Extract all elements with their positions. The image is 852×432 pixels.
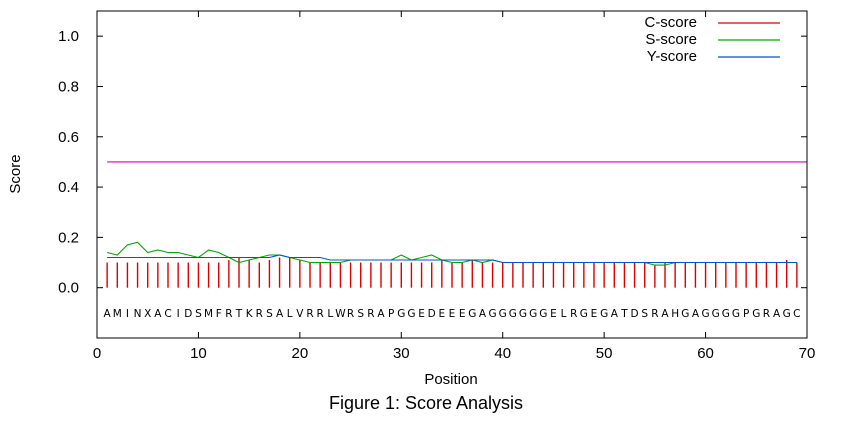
x-axis-label: Position <box>424 371 477 388</box>
sequence-residue: G <box>519 308 527 320</box>
sequence-residue: D <box>428 308 436 320</box>
sequence-residue: S <box>195 308 202 320</box>
y-score-line <box>107 254 797 264</box>
sequence-residue: R <box>570 308 577 320</box>
sequence-residue: P <box>743 308 749 320</box>
figure-caption: Figure 1: Score Analysis <box>328 393 524 413</box>
sequence-residue: E <box>449 308 456 320</box>
sequence-residue: I <box>177 308 180 320</box>
sequence-residue: G <box>509 308 517 320</box>
sequence-residue: G <box>499 308 507 320</box>
sequence-residue: T <box>235 308 243 320</box>
sequence-residue: E <box>418 308 425 320</box>
sequence-residue: G <box>407 308 415 320</box>
y-tick-label: 0.6 <box>58 129 79 146</box>
sequence-residue: E <box>550 308 557 320</box>
y-axis-label: Score <box>7 154 24 193</box>
sequence-residue: C <box>793 308 800 320</box>
sequence-residue: E <box>439 308 446 320</box>
y-tick-label: 1.0 <box>58 28 79 45</box>
sequence-residue: R <box>651 308 658 320</box>
sequence-residue: G <box>702 308 710 320</box>
plot-frame <box>96 10 808 339</box>
sequence-residue: G <box>539 308 547 320</box>
sequence-residue: A <box>377 308 385 320</box>
sequence-residue: R <box>316 308 323 320</box>
legend-label-y-score: Y-score <box>647 48 697 65</box>
sequence-residue: A <box>154 308 162 320</box>
sequence-residue: M <box>204 308 213 320</box>
sequence-residue: G <box>600 308 608 320</box>
sequence-residue: R <box>256 308 263 320</box>
sequence-residue: D <box>184 308 192 320</box>
sequence-residue: A <box>692 308 700 320</box>
sequence-residue: G <box>783 308 791 320</box>
sequence-residue: R <box>306 308 313 320</box>
sequence-residue: H <box>671 308 679 320</box>
sequence-residue: E <box>459 308 466 320</box>
sequence-residue: G <box>722 308 730 320</box>
x-tick-label: 40 <box>494 345 511 362</box>
sequence-residue: G <box>732 308 740 320</box>
sequence-residue: G <box>529 308 537 320</box>
sequence-residue: P <box>388 308 394 320</box>
sequence-residue: R <box>225 308 232 320</box>
sequence-residue: G <box>397 308 405 320</box>
axes: 0 10 20 30 40 50 60 70 0.0 0.2 0.4 0.6 0.8 1.0 <box>58 10 816 362</box>
y-tick-label: 0.4 <box>58 179 79 196</box>
sequence-residue: X <box>144 308 151 320</box>
x-tick-label: 10 <box>190 345 207 362</box>
sequence-residue: D <box>631 308 639 320</box>
x-tick-label: 0 <box>93 345 101 362</box>
y-tick-label: 0.0 <box>58 280 79 297</box>
sequence-residue: R <box>347 308 354 320</box>
sequence-residue: G <box>580 308 588 320</box>
sequence-residue: G <box>468 308 476 320</box>
y-tick-label: 0.8 <box>58 78 79 95</box>
sequence-residue: A <box>104 308 112 320</box>
sequence-residue: A <box>773 308 781 320</box>
sequence-residue: S <box>357 308 364 320</box>
sequence-residue: S <box>641 308 648 320</box>
x-tick-label: 60 <box>697 345 714 362</box>
sequence-residue: G <box>712 308 720 320</box>
sequence-residue: G <box>681 308 689 320</box>
legend-label-s-score: S-score <box>645 31 697 48</box>
sequence-residue: I <box>126 308 129 320</box>
sequence-residue: T <box>620 308 628 320</box>
sequence-residue: L <box>287 308 293 320</box>
legend-label-c-score: C-score <box>644 14 697 31</box>
sequence-residue: F <box>216 308 222 320</box>
y-tick-label: 0.2 <box>58 229 79 246</box>
sequence-residue: C <box>164 308 171 320</box>
sequence-residue: L <box>561 308 567 320</box>
sequence-residue: A <box>611 308 619 320</box>
x-tick-label: 70 <box>799 345 816 362</box>
s-score-line <box>106 241 797 266</box>
x-tick-label: 50 <box>596 345 613 362</box>
sequence-residue: G <box>489 308 497 320</box>
sequence-residue: A <box>276 308 284 320</box>
x-tick-label: 30 <box>393 345 410 362</box>
sequence-residue: R <box>367 308 374 320</box>
sequence-residue: A <box>661 308 669 320</box>
sequence-residue: K <box>246 308 254 320</box>
sequence-residue: E <box>591 308 598 320</box>
sequence-residue: R <box>763 308 770 320</box>
sequence-residue: W <box>335 308 346 320</box>
sequence-residue: L <box>327 308 333 320</box>
sequence-residue: G <box>752 308 760 320</box>
sequence-residue: A <box>479 308 487 320</box>
x-tick-label: 20 <box>292 345 309 362</box>
sequence-residue: N <box>134 308 142 320</box>
sequence-residue: M <box>113 308 122 320</box>
sequence-residue: S <box>266 308 273 320</box>
sequence-residue: V <box>296 308 304 320</box>
